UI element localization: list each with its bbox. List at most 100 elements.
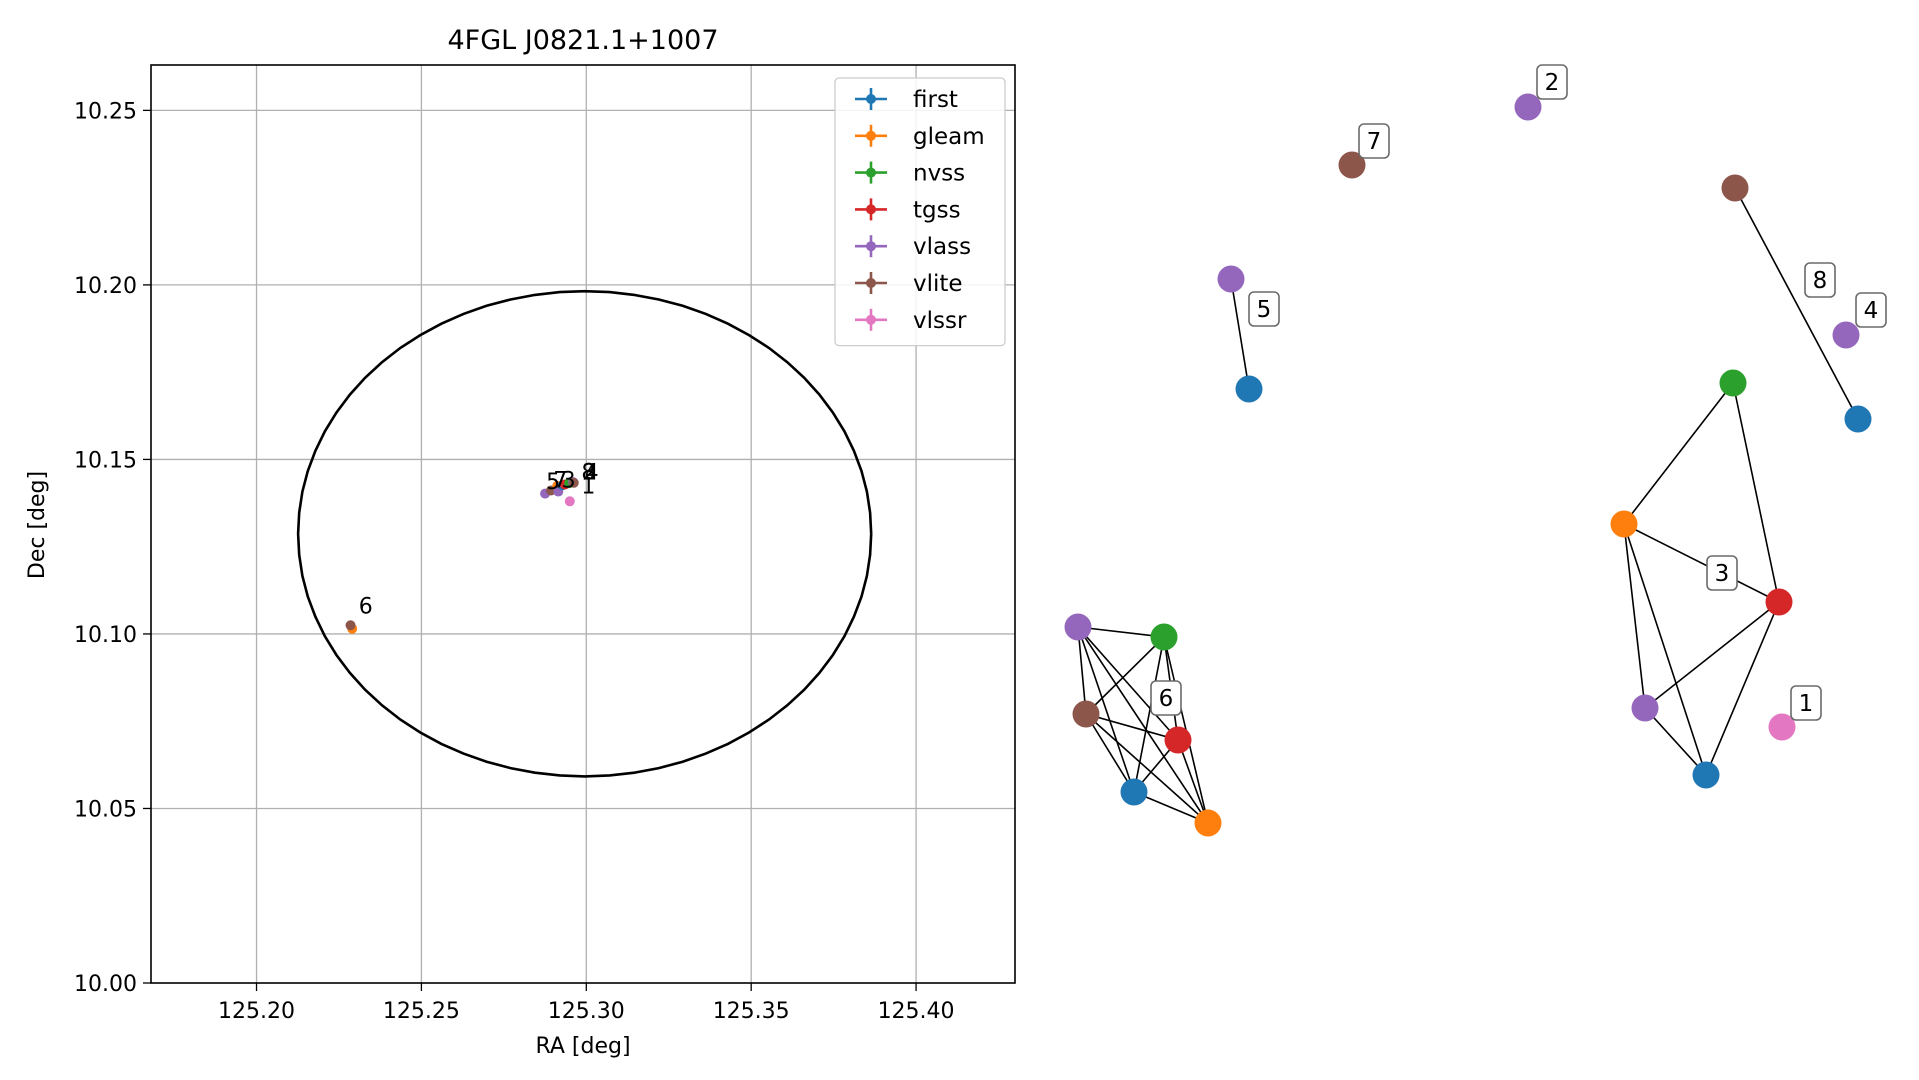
legend-entry-first: first bbox=[855, 87, 958, 113]
graph-node-first bbox=[1844, 405, 1872, 433]
graph-node-label: 8 bbox=[1804, 262, 1836, 298]
legend-marker bbox=[866, 278, 876, 288]
graph-node-gleam bbox=[1194, 809, 1222, 837]
graph-node-tgss bbox=[1164, 726, 1192, 754]
x-tick-label: 125.35 bbox=[713, 999, 790, 1024]
graph-edge bbox=[1085, 713, 1135, 793]
legend-entry-vlass: vlass bbox=[855, 234, 971, 260]
x-tick-label: 125.20 bbox=[218, 999, 295, 1024]
legend-label: gleam bbox=[913, 124, 985, 150]
graph-edge bbox=[1085, 713, 1179, 741]
data-point-vlite bbox=[345, 620, 356, 631]
label-box bbox=[1358, 123, 1390, 159]
graph-nodes bbox=[1064, 93, 1872, 837]
y-axis-ticks: 10.00 10.05 10.10 10.15 10.20 10.25 bbox=[74, 99, 151, 997]
point-label: 7 bbox=[553, 468, 567, 493]
graph-node-nvss bbox=[1150, 623, 1178, 651]
label-text: 8 bbox=[1813, 268, 1828, 294]
y-tick-label: 10.00 bbox=[74, 972, 137, 997]
x-axis-ticks: 125.20 125.25 125.30 125.35 125.40 bbox=[218, 983, 955, 1024]
legend-entry-nvss: nvss bbox=[855, 161, 965, 187]
legend-label: tgss bbox=[913, 197, 961, 223]
graph-edge bbox=[1644, 601, 1780, 709]
y-tick-label: 10.25 bbox=[74, 99, 137, 124]
label-text: 6 bbox=[1159, 686, 1174, 712]
graph-edge bbox=[1077, 626, 1209, 824]
graph-edge bbox=[1623, 523, 1646, 709]
label-box bbox=[1248, 291, 1280, 327]
point-label: 1 bbox=[581, 475, 595, 500]
label-text: 7 bbox=[1367, 129, 1382, 155]
point-label: 6 bbox=[359, 595, 373, 620]
label-box bbox=[1855, 292, 1887, 328]
graph-node-vlite bbox=[1338, 151, 1366, 179]
graph-edges bbox=[1077, 187, 1859, 824]
graph-edge bbox=[1077, 626, 1135, 793]
legend-marker bbox=[866, 204, 876, 215]
axes-frame bbox=[150, 64, 1016, 984]
label-box bbox=[1790, 685, 1822, 721]
label-box bbox=[1536, 64, 1568, 100]
y-tick-label: 10.15 bbox=[74, 448, 137, 473]
graph-node-gleam bbox=[1610, 510, 1638, 538]
label-text: 3 bbox=[1715, 561, 1730, 587]
graph-edge bbox=[1705, 601, 1780, 776]
legend-entry-tgss: tgss bbox=[855, 197, 961, 223]
graph-edge bbox=[1077, 626, 1165, 638]
label-box bbox=[1150, 680, 1182, 716]
graph-edge bbox=[1177, 739, 1209, 824]
graph-node-first bbox=[1120, 778, 1148, 806]
data-point-vlite bbox=[568, 477, 579, 488]
legend-marker bbox=[866, 314, 876, 325]
legend-marker bbox=[866, 94, 876, 104]
graph-edge bbox=[1230, 278, 1250, 390]
legend-label: vlssr bbox=[913, 308, 967, 334]
legend: first gleam nvss tgss vlass vlite vlssr bbox=[834, 77, 1006, 347]
graph-edge bbox=[1077, 626, 1087, 715]
graph-node-vlass bbox=[1064, 613, 1092, 641]
y-tick-label: 10.10 bbox=[74, 623, 137, 648]
point-label: 3 bbox=[562, 468, 576, 493]
graph-node-vlssr bbox=[1768, 713, 1796, 741]
label-text: 2 bbox=[1545, 70, 1560, 96]
label-text: 5 bbox=[1257, 297, 1272, 323]
x-tick-label: 125.30 bbox=[548, 999, 625, 1024]
graph-edge bbox=[1077, 626, 1179, 741]
graph-node-label: 3 bbox=[1706, 555, 1738, 591]
label-box bbox=[1804, 262, 1836, 298]
legend-entry-gleam: gleam bbox=[855, 124, 985, 150]
legend-marker bbox=[866, 241, 876, 252]
graph-edge bbox=[1085, 713, 1209, 824]
data-point-vlssr bbox=[564, 496, 575, 507]
graph-node-label: 2 bbox=[1536, 64, 1568, 100]
x-tick-label: 125.40 bbox=[878, 999, 955, 1024]
y-axis-label: Dec [deg] bbox=[25, 471, 50, 579]
graph-node-vlass bbox=[1832, 321, 1860, 349]
graph-node-first bbox=[1235, 375, 1263, 403]
graph-node-label: 1 bbox=[1790, 685, 1822, 721]
graph-node-vlass bbox=[1217, 265, 1245, 293]
graph-node-label: 4 bbox=[1855, 292, 1887, 328]
graph-node-vlite bbox=[1721, 174, 1749, 202]
legend-entry-vlite: vlite bbox=[855, 271, 963, 297]
legend-box bbox=[834, 77, 1006, 347]
graph-node-vlite bbox=[1072, 700, 1100, 728]
label-text: 1 bbox=[1799, 691, 1814, 717]
graph-edge bbox=[1623, 382, 1734, 525]
graph-edge bbox=[1644, 707, 1707, 776]
graph-edge bbox=[1623, 523, 1780, 603]
graph-node-vlass bbox=[1514, 93, 1542, 121]
y-tick-label: 10.05 bbox=[74, 797, 137, 822]
graph-edge bbox=[1734, 187, 1859, 420]
graph-edge bbox=[1623, 523, 1707, 776]
legend-marker bbox=[866, 130, 876, 141]
point-label: 8 bbox=[581, 460, 595, 485]
x-tick-label: 125.25 bbox=[383, 999, 460, 1024]
data-points bbox=[345, 477, 579, 634]
graph-node-label: 6 bbox=[1150, 680, 1182, 716]
graph-node-first bbox=[1692, 761, 1720, 789]
label-text: 4 bbox=[1864, 298, 1879, 324]
legend-label: nvss bbox=[913, 161, 965, 187]
